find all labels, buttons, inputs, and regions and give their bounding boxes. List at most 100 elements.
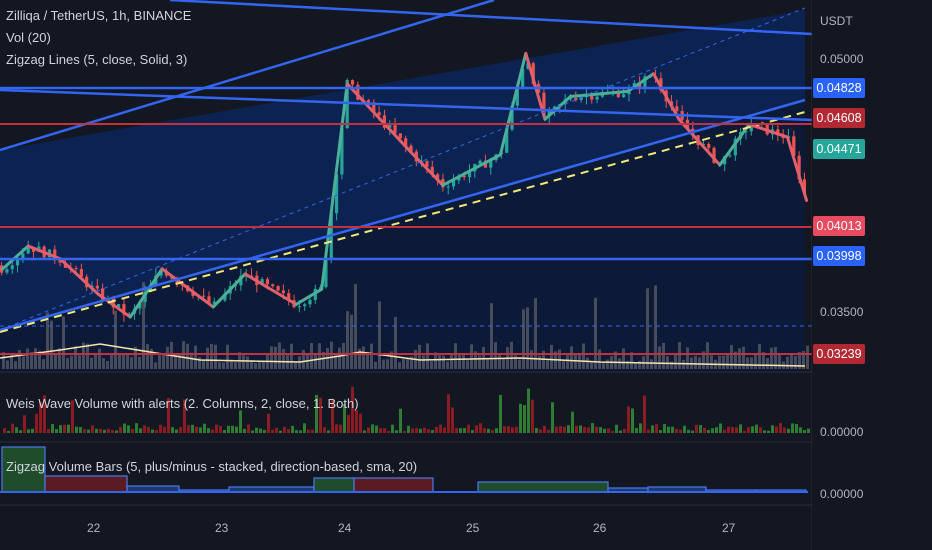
volume-bar — [290, 343, 293, 369]
zigzag-volume-box — [313, 477, 355, 493]
candle-body — [202, 295, 206, 297]
weis-column — [595, 426, 598, 433]
volume-bar — [806, 345, 809, 369]
volume-bar — [134, 346, 137, 369]
volume-bar — [502, 358, 505, 369]
candle-body — [728, 155, 732, 157]
candle-body — [111, 298, 115, 308]
volume-bar — [18, 350, 21, 369]
candle-body — [303, 304, 307, 307]
weis-wave-legend[interactable]: Weis Wave Volume with alerts (2. Columns… — [6, 396, 359, 411]
weis-column — [123, 423, 126, 433]
weis-column — [143, 425, 146, 433]
volume-bar — [42, 359, 45, 369]
candle-body — [802, 179, 807, 193]
weis-column — [631, 408, 634, 433]
volume-bar — [222, 362, 225, 369]
weis-column — [23, 415, 26, 433]
volume-bar — [562, 361, 565, 369]
weis-column — [635, 428, 638, 433]
zigzag-segment — [320, 82, 349, 291]
weis-column — [551, 402, 554, 433]
weis-column — [731, 427, 734, 433]
weis-column — [755, 424, 758, 433]
weis-column — [95, 428, 98, 433]
candle-body — [79, 268, 83, 277]
price-badge-red-low: 0.03239 — [813, 344, 865, 364]
volume-bar — [510, 341, 513, 369]
volume-bar — [358, 348, 361, 369]
weis-column — [667, 426, 670, 433]
candle-body — [297, 306, 301, 308]
price-tick-label: 0.05000 — [820, 52, 864, 66]
weis-column — [383, 428, 386, 433]
weis-column — [11, 423, 14, 433]
volume-bar — [534, 298, 537, 369]
volume-bar — [766, 358, 769, 369]
weis-column — [39, 402, 42, 433]
volume-bar — [654, 285, 657, 369]
weis-column — [495, 428, 498, 433]
weis-column — [451, 407, 454, 433]
volume-bar — [518, 359, 521, 369]
weis-column — [471, 430, 474, 433]
volume-bar — [46, 312, 49, 369]
volume-bar — [194, 345, 197, 369]
price-badge-red: 0.04608 — [813, 108, 865, 128]
weis-column — [623, 428, 626, 433]
weis-column — [307, 429, 310, 433]
volume-bar — [658, 346, 661, 369]
volume-bar — [6, 360, 9, 369]
symbol-title[interactable]: Zilliqa / TetherUS, 1h, BINANCE — [6, 8, 192, 23]
volume-bar — [434, 352, 437, 369]
candle-body — [622, 94, 626, 98]
weis-column — [775, 426, 778, 433]
zigzag-lines-legend[interactable]: Zigzag Lines (5, close, Solid, 3) — [6, 52, 188, 67]
volume-bar — [214, 344, 217, 369]
zigzag-segment — [569, 89, 630, 98]
candle-body — [616, 91, 620, 98]
weis-column — [319, 397, 322, 433]
volume-bar — [258, 361, 261, 369]
weis-column — [647, 429, 650, 433]
volume-bar — [218, 362, 221, 369]
price-badge-blue-support: 0.03998 — [813, 246, 865, 266]
weis-column — [183, 399, 186, 433]
date-tick-label: 27 — [722, 521, 736, 535]
drawing-lines-layer[interactable] — [0, 0, 813, 355]
weis-column — [403, 430, 406, 433]
weis-column — [531, 399, 534, 433]
candle-body — [425, 161, 429, 167]
weis-column — [291, 425, 294, 433]
volume-bar — [422, 355, 425, 369]
weis-column — [219, 425, 222, 433]
weis-column — [211, 429, 214, 433]
weis-column — [155, 429, 158, 433]
zigzag-volume-bars-legend[interactable]: Zigzag Volume Bars (5, plus/minus - stac… — [6, 459, 418, 474]
volume-bar — [310, 343, 313, 369]
volume-bar — [246, 356, 249, 369]
zigzag-layer — [0, 51, 809, 319]
volume-bar — [466, 360, 469, 369]
weis-column — [411, 428, 414, 433]
volume-bar — [494, 342, 497, 369]
weis-column — [387, 430, 390, 433]
candle-body — [350, 80, 355, 85]
volume-bar — [174, 355, 177, 369]
candle-body — [462, 175, 466, 178]
volume-bar — [278, 342, 281, 369]
weis-column — [187, 425, 190, 433]
volume-bar — [530, 350, 533, 369]
volume-bar — [202, 359, 205, 369]
volume-bar — [126, 353, 129, 369]
weis-column — [359, 413, 362, 433]
volume-indicator-legend[interactable]: Vol (20) — [6, 30, 51, 45]
volume-bar — [650, 359, 653, 369]
volume-bar — [698, 357, 701, 369]
weis-column — [407, 425, 410, 433]
volume-bar — [270, 346, 273, 369]
weis-column — [571, 411, 574, 433]
volume-bar — [366, 351, 369, 369]
price-tick-label: 0.03500 — [820, 305, 864, 319]
